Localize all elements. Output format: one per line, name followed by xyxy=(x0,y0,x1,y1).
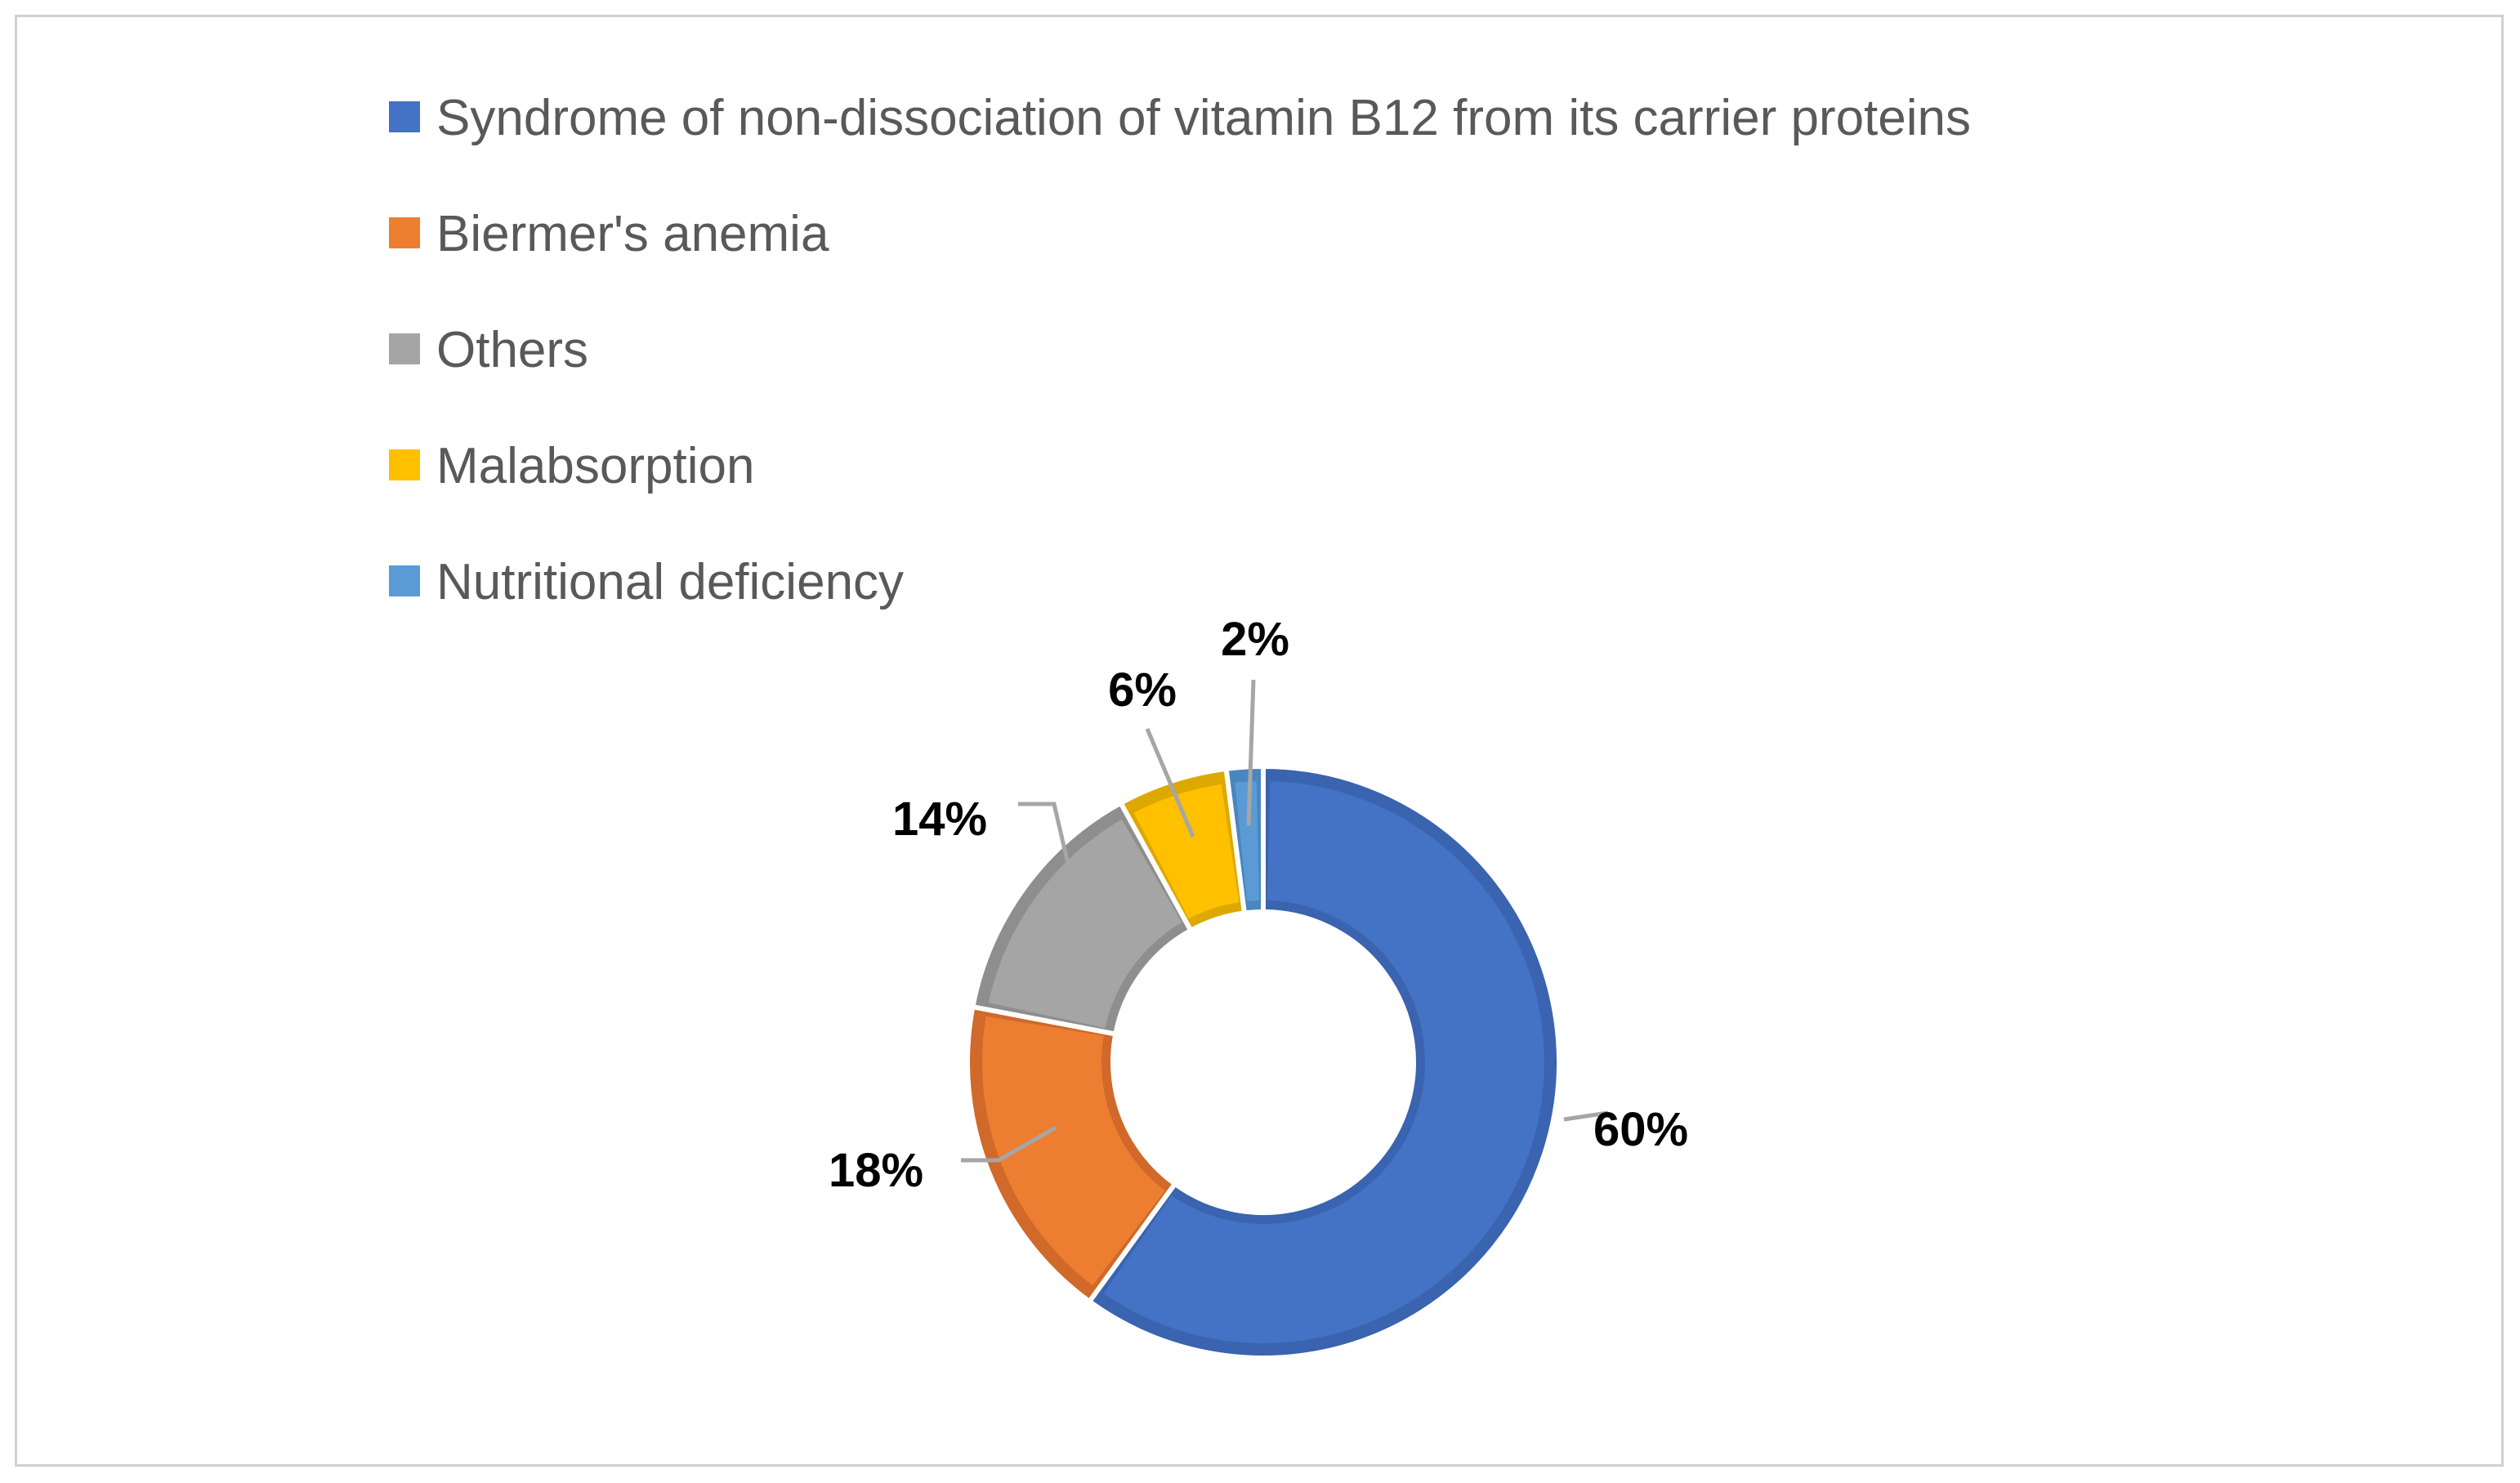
data-label-nutritional-deficiency: 2% xyxy=(1221,613,1289,666)
legend-swatch-syndrome-non-dissociation xyxy=(389,101,420,132)
legend-item-biermers-anemia: Biermer's anemia xyxy=(389,206,829,262)
legend-label-nutritional-deficiency: Nutritional deficiency xyxy=(436,554,904,610)
doughnut-chart: 60% 18% 14% 6% 2% Syndrome of non-dissociati… xyxy=(389,90,1971,1360)
leaders-layer xyxy=(961,679,1609,1163)
slice-fill-malabsorption xyxy=(1133,784,1240,919)
slice-fill-biermers-anemia xyxy=(982,1016,1165,1286)
legend-label-biermers-anemia: Biermer's anemia xyxy=(436,206,829,262)
legend-label-others: Others xyxy=(436,322,588,378)
slices-layer xyxy=(965,763,1562,1360)
leader-line-syndrome-non-dissociation xyxy=(1563,1110,1609,1122)
legend-label-syndrome-non-dissociation: Syndrome of non-dissociation of vitamin … xyxy=(436,90,1971,146)
leader-line-biermers-anemia xyxy=(961,1125,1057,1163)
legend-item-nutritional-deficiency: Nutritional deficiency xyxy=(389,554,904,610)
chart-frame: 60% 18% 14% 6% 2% Syndrome of non-dissociati… xyxy=(15,15,2504,1467)
data-label-malabsorption: 6% xyxy=(1108,663,1177,717)
legend-swatch-malabsorption xyxy=(389,449,420,480)
legend-item-malabsorption: Malabsorption xyxy=(389,438,754,494)
legend-swatch-others xyxy=(389,333,420,364)
labels-layer: 60% 18% 14% 6% 2% xyxy=(829,613,1688,1197)
legend-item-syndrome-non-dissociation: Syndrome of non-dissociation of vitamin … xyxy=(389,90,1971,146)
data-label-biermers-anemia: 18% xyxy=(829,1144,923,1197)
leader-line-nutritional-deficiency xyxy=(1246,679,1256,826)
slice-fill-others xyxy=(988,819,1182,1029)
legend-swatch-biermers-anemia xyxy=(389,217,420,248)
data-label-syndrome-non-dissociation: 60% xyxy=(1593,1103,1688,1156)
legend-swatch-nutritional-deficiency xyxy=(389,565,420,596)
leader-line-malabsorption xyxy=(1145,728,1195,838)
leader-line-others xyxy=(1018,802,1083,918)
slice-fill-nutritional-deficiency xyxy=(1235,781,1260,902)
legend: Syndrome of non-dissociation of vitamin … xyxy=(389,90,1971,610)
data-label-others: 14% xyxy=(892,793,987,846)
legend-item-others: Others xyxy=(389,322,588,378)
slice-fill-syndrome-non-dissociation xyxy=(1103,781,1544,1343)
legend-label-malabsorption: Malabsorption xyxy=(436,438,754,494)
